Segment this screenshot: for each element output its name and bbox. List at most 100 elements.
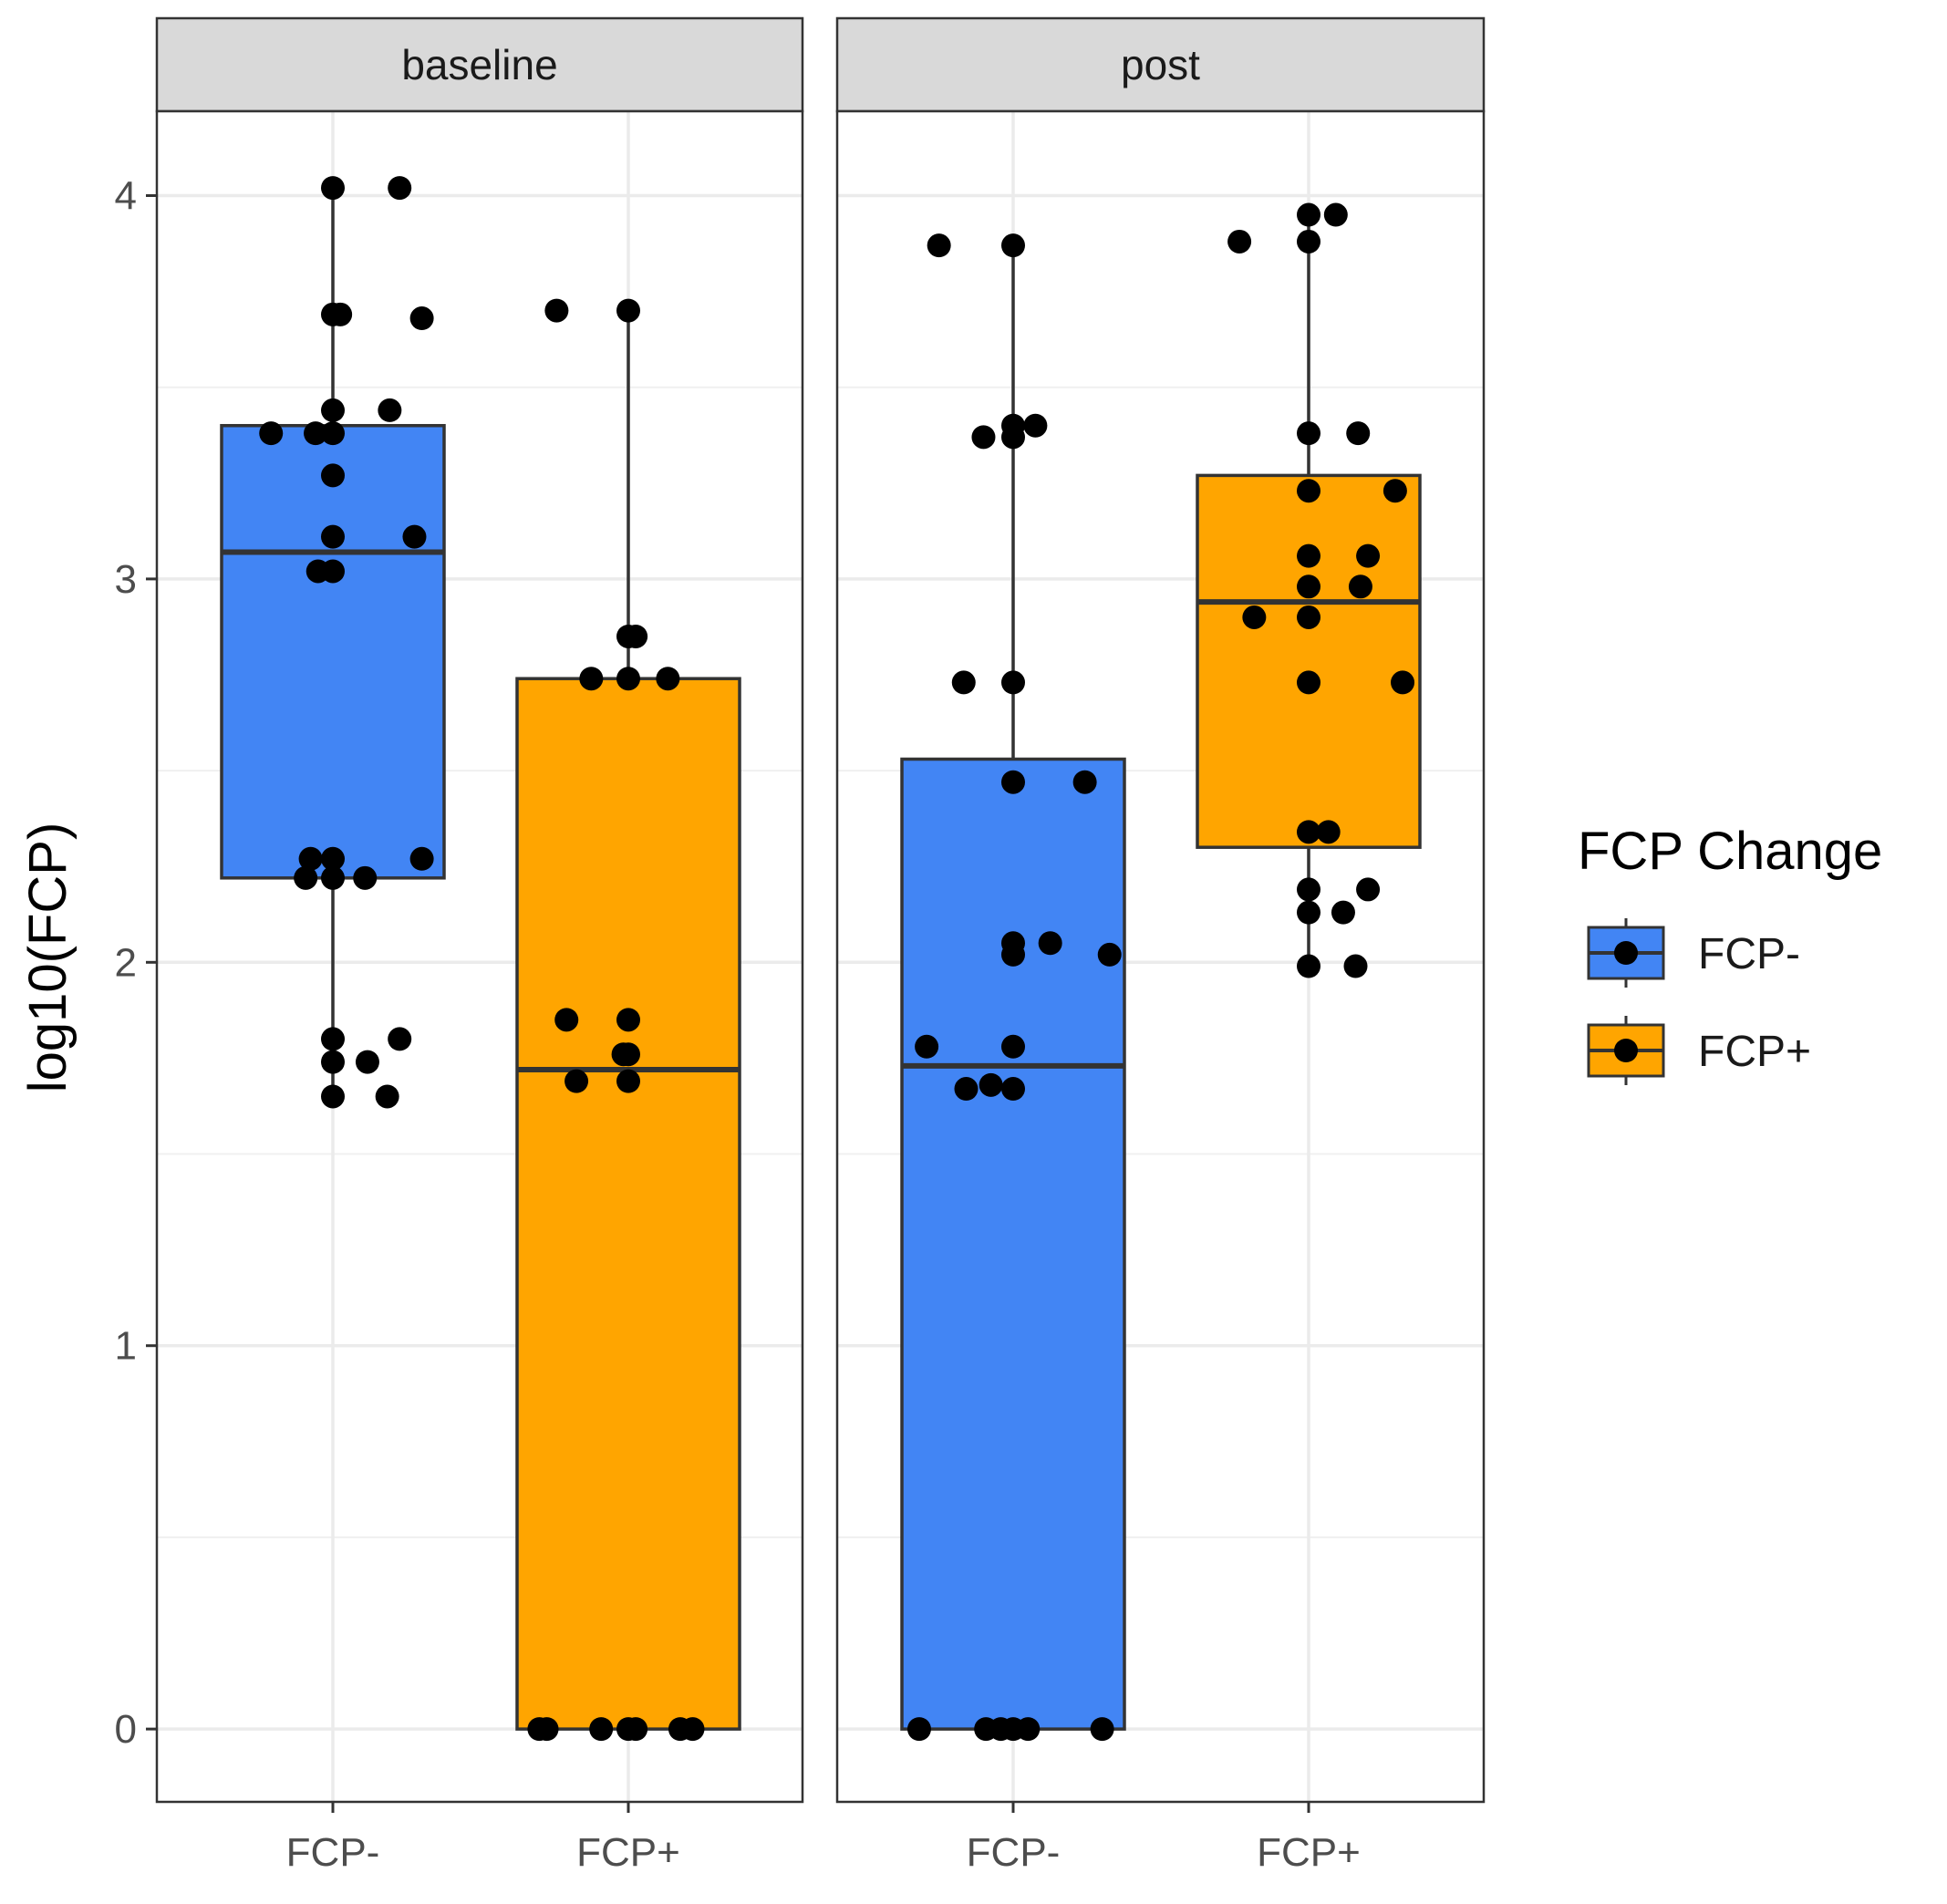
data-point — [589, 1717, 614, 1742]
box-body — [515, 677, 741, 1731]
data-point — [1001, 670, 1025, 695]
data-point — [321, 846, 345, 871]
data-point — [624, 1717, 648, 1742]
data-point — [680, 1717, 705, 1742]
data-point — [321, 1050, 345, 1074]
x-tick-label: FCP+ — [1257, 1830, 1361, 1875]
data-point — [321, 398, 345, 422]
data-point — [906, 1717, 931, 1742]
data-point — [954, 1077, 979, 1102]
data-point — [1097, 942, 1122, 967]
data-point — [1346, 421, 1371, 446]
data-point — [298, 846, 323, 871]
data-point — [1072, 770, 1097, 794]
x-tick-label: FCP- — [286, 1830, 380, 1875]
data-point — [1001, 770, 1025, 794]
data-point — [915, 1034, 939, 1059]
data-point — [616, 1042, 640, 1067]
data-point — [321, 1084, 345, 1109]
x-tick-label: FCP+ — [576, 1830, 680, 1875]
data-point — [616, 298, 640, 323]
facet-strip-label: post — [1121, 41, 1200, 88]
data-point — [579, 667, 604, 691]
data-point — [304, 421, 328, 446]
data-point — [656, 667, 680, 691]
data-point — [564, 1069, 589, 1093]
y-tick-label: 0 — [115, 1707, 137, 1752]
box-baseline-FCP- — [220, 176, 446, 1109]
data-point — [1242, 605, 1267, 629]
data-point — [1297, 605, 1320, 629]
data-point — [1356, 543, 1381, 568]
data-point — [1383, 479, 1407, 503]
data-point — [1297, 900, 1320, 925]
data-point — [1297, 820, 1320, 844]
legend-key-point — [1614, 941, 1638, 965]
box-body — [900, 757, 1126, 1731]
y-tick-label: 3 — [115, 557, 137, 602]
y-axis-title: log10(FCP) — [18, 823, 78, 1093]
legend: FCP Change FCP- FCP+ — [1578, 822, 1882, 1085]
data-point — [1001, 1077, 1025, 1102]
data-point — [321, 559, 345, 584]
x-tick-label: FCP- — [967, 1830, 1061, 1875]
legend-label: FCP+ — [1698, 1028, 1811, 1076]
data-point — [321, 1027, 345, 1051]
data-point — [402, 524, 427, 549]
data-point — [544, 298, 569, 323]
facet-panel-post: post — [835, 16, 1486, 1804]
data-point — [616, 667, 640, 691]
data-point — [321, 463, 345, 488]
data-point — [1297, 229, 1320, 254]
data-point — [1297, 877, 1320, 902]
data-point — [294, 865, 318, 890]
data-point — [624, 624, 648, 648]
data-point — [554, 1008, 579, 1032]
data-point — [1323, 202, 1348, 227]
facet-panel-baseline: baseline — [155, 16, 804, 1804]
data-point — [388, 176, 412, 201]
legend-entry-FCP+: FCP+ — [1587, 1016, 1811, 1085]
data-point — [409, 306, 434, 331]
y-tick-label: 2 — [115, 940, 137, 985]
data-point — [1227, 229, 1252, 254]
data-point — [1090, 1717, 1114, 1742]
data-point — [1297, 421, 1320, 446]
data-point — [616, 1069, 640, 1093]
data-point — [1297, 479, 1320, 503]
data-point — [259, 421, 284, 446]
data-point — [321, 865, 345, 890]
box-body — [1196, 473, 1422, 849]
data-point — [1297, 543, 1320, 568]
box-post-FCP+ — [1196, 202, 1422, 978]
data-point — [1331, 900, 1355, 925]
y-tick-label: 4 — [115, 173, 137, 218]
data-point — [1001, 942, 1025, 967]
data-point — [927, 233, 951, 258]
legend-title: FCP Change — [1578, 822, 1882, 881]
legend-key-point — [1614, 1039, 1638, 1062]
legend-label: FCP- — [1698, 930, 1800, 978]
panel-border — [835, 109, 1486, 1804]
data-point — [1297, 202, 1320, 227]
data-point — [388, 1027, 412, 1051]
data-point — [1348, 574, 1372, 599]
data-point — [355, 1050, 379, 1074]
legend-entry-FCP-: FCP- — [1587, 918, 1800, 988]
data-point — [1038, 931, 1062, 956]
data-point — [1297, 670, 1320, 695]
data-point — [1001, 1034, 1025, 1059]
data-point — [534, 1717, 559, 1742]
data-point — [375, 1084, 399, 1109]
data-point — [1297, 574, 1320, 599]
data-point — [616, 1008, 640, 1032]
data-point — [321, 524, 345, 549]
data-point — [951, 670, 976, 695]
data-point — [1016, 1717, 1041, 1742]
data-point — [409, 846, 434, 871]
facet-strip — [835, 16, 1486, 113]
data-point — [353, 865, 378, 890]
facet-strip — [155, 16, 804, 113]
data-point — [1023, 413, 1048, 438]
